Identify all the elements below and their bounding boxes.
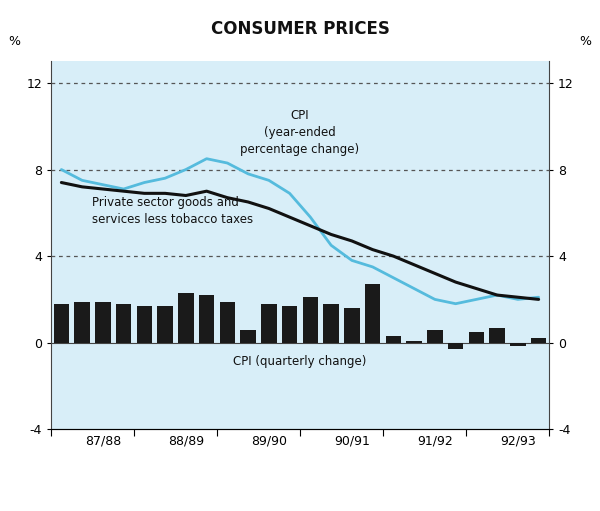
Bar [302,297,318,343]
Bar [53,304,69,343]
Text: CPI
(year-ended
percentage change): CPI (year-ended percentage change) [241,109,359,156]
Bar [344,308,359,343]
Text: %: % [580,35,592,49]
Bar [490,328,505,343]
Bar [448,343,463,349]
Bar [282,306,298,343]
Bar [261,304,277,343]
Bar [386,336,401,343]
Bar [74,301,90,343]
Bar [95,301,110,343]
Text: CONSUMER PRICES: CONSUMER PRICES [211,20,389,38]
Bar [178,293,194,343]
Bar [531,338,547,343]
Text: Private sector goods and
services less tobacco taxes: Private sector goods and services less t… [92,196,254,225]
Bar [116,304,131,343]
Bar [323,304,339,343]
Bar [220,301,235,343]
Text: CPI (quarterly change): CPI (quarterly change) [233,355,367,367]
Bar [241,330,256,343]
Bar [365,284,380,343]
Bar [427,330,443,343]
Bar [469,332,484,343]
Bar [199,295,214,343]
Bar [157,306,173,343]
Text: %: % [8,35,20,49]
Bar [406,340,422,343]
Bar [137,306,152,343]
Bar [510,343,526,346]
